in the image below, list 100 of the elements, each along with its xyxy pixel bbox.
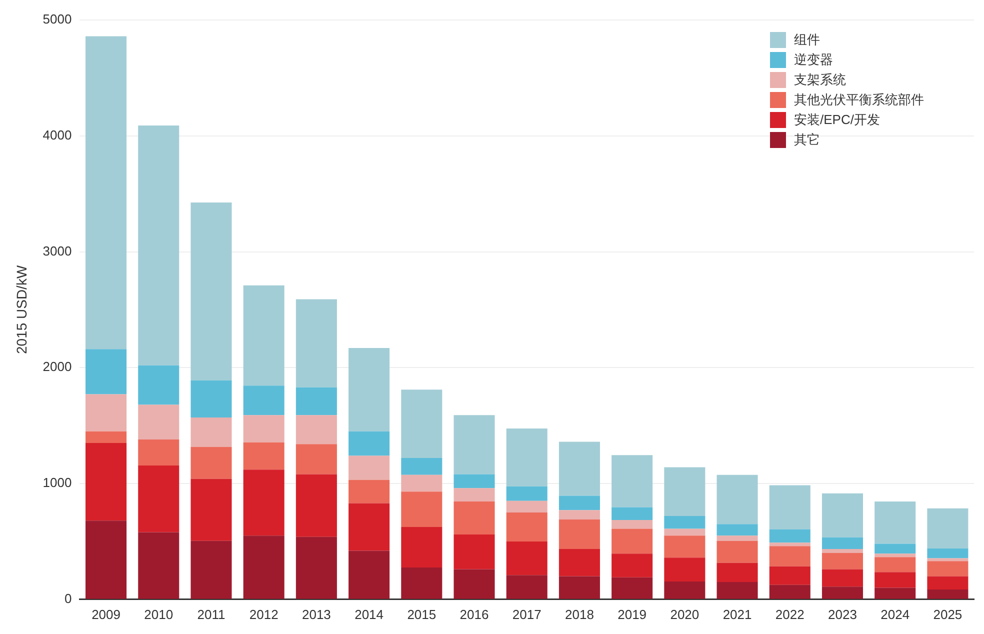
- y-tick-label: 2000: [42, 359, 72, 374]
- legend-label: 支架系统: [794, 71, 846, 89]
- bar: [348, 503, 390, 551]
- bar: [138, 365, 180, 405]
- bar: [927, 590, 968, 599]
- bar: [927, 548, 968, 558]
- bar: [716, 524, 758, 536]
- bar: [296, 415, 337, 444]
- bar: [506, 512, 548, 542]
- bar: [348, 348, 390, 432]
- bar: [874, 588, 916, 599]
- bar: [506, 575, 548, 599]
- bar: [506, 541, 548, 576]
- bar: [454, 415, 495, 474]
- bar: [401, 568, 442, 599]
- bar: [138, 532, 180, 599]
- x-tick-label: 2015: [407, 606, 436, 622]
- x-tick-label: 2024: [880, 606, 910, 622]
- bar: [243, 386, 284, 416]
- bar: [138, 125, 180, 366]
- bar: [874, 572, 916, 588]
- bar: [664, 516, 706, 529]
- bar: [243, 285, 284, 386]
- x-tick-label: 2017: [512, 606, 542, 622]
- y-tick-label: 0: [64, 590, 72, 606]
- bar: [874, 557, 916, 572]
- bar: [454, 488, 495, 502]
- bar: [874, 554, 916, 558]
- bar: [138, 439, 180, 466]
- bar: [612, 520, 653, 529]
- bar: [664, 558, 706, 582]
- bar: [454, 569, 495, 599]
- bar: [86, 394, 127, 432]
- x-tick-label: 2011: [197, 606, 226, 622]
- bar: [664, 467, 706, 516]
- bar: [138, 466, 180, 532]
- bar: [716, 562, 758, 582]
- y-tick-label: 1000: [42, 475, 72, 490]
- bar: [348, 456, 390, 480]
- bar: [874, 544, 916, 554]
- x-tick-label: 2013: [302, 606, 331, 622]
- bar: [190, 417, 232, 448]
- bar: [927, 561, 968, 576]
- bar: [822, 553, 864, 570]
- bar: [243, 536, 284, 599]
- x-tick-label: 2021: [722, 606, 752, 622]
- x-tick-label: 2012: [249, 606, 278, 622]
- bar: [769, 529, 810, 543]
- bar: [558, 519, 600, 549]
- bar: [86, 520, 127, 599]
- bar: [822, 548, 864, 554]
- legend-label: 其它: [794, 131, 820, 149]
- y-tick-label: 5000: [42, 12, 72, 27]
- bar: [243, 442, 284, 470]
- bar: [769, 566, 810, 585]
- legend-label: 组件: [794, 31, 820, 49]
- bar: [558, 576, 600, 599]
- x-tick-label: 2025: [933, 606, 962, 622]
- bar: [296, 299, 337, 388]
- bar: [86, 349, 127, 394]
- bar: [190, 447, 232, 479]
- bar: [190, 380, 232, 418]
- bar: [86, 442, 127, 521]
- bar: [822, 493, 864, 538]
- bar: [612, 554, 653, 578]
- bar: [612, 577, 653, 599]
- legend-label: 其他光伏平衡系统部件: [794, 91, 924, 109]
- bar: [558, 548, 600, 576]
- bar: [401, 474, 442, 492]
- x-tick-label: 2019: [618, 606, 647, 622]
- legend-label: 逆变器: [794, 51, 833, 69]
- bar: [822, 537, 864, 549]
- y-axis-title: 2015 USD/kW: [13, 264, 30, 354]
- bar: [86, 431, 127, 443]
- x-tick-label: 2023: [828, 606, 857, 622]
- bar: [454, 474, 495, 488]
- bar: [190, 540, 232, 599]
- bar: [506, 500, 548, 512]
- bar: [401, 492, 442, 527]
- y-tick-label: 4000: [42, 127, 72, 142]
- bar: [664, 581, 706, 599]
- bar: [401, 458, 442, 475]
- bar: [716, 582, 758, 599]
- bar: [716, 536, 758, 541]
- bar: [612, 507, 653, 520]
- bar: [822, 569, 864, 587]
- legend-label: 安装/EPC/开发: [794, 111, 880, 129]
- bar: [558, 510, 600, 520]
- bar: [558, 442, 600, 496]
- bar: [138, 404, 180, 440]
- x-tick-label: 2010: [144, 606, 174, 622]
- bar: [401, 526, 442, 568]
- bar: [769, 546, 810, 566]
- x-tick-label: 2022: [775, 606, 804, 622]
- bar: [296, 444, 337, 474]
- bar: [296, 474, 337, 537]
- bar: [558, 496, 600, 510]
- bar: [716, 474, 758, 524]
- bar: [86, 36, 127, 350]
- bar: [664, 536, 706, 558]
